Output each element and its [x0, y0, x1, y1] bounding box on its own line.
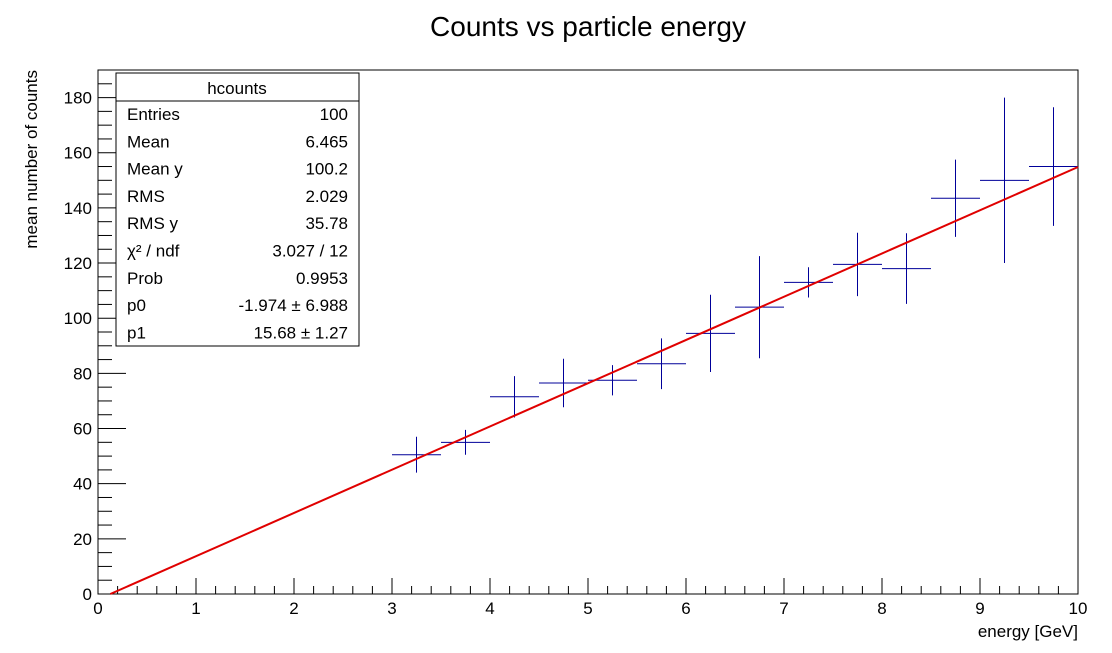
y-tick-label: 80 — [73, 364, 92, 383]
stats-label: RMS y — [127, 214, 179, 233]
y-tick-label: 140 — [64, 199, 92, 218]
x-tick-label: 1 — [191, 599, 200, 618]
y-tick-label: 40 — [73, 475, 92, 494]
data-point — [441, 429, 490, 455]
y-tick-label: 60 — [73, 420, 92, 439]
fit-line — [109, 166, 1079, 595]
stats-label: RMS — [127, 187, 165, 206]
stats-label: p1 — [127, 323, 146, 342]
y-tick-label: 160 — [64, 144, 92, 163]
stats-value: 35.78 — [305, 214, 348, 233]
stats-label: p0 — [127, 296, 146, 315]
stats-box-rows: Entries 100 Mean 6.465 Mean y 100.2 RMS 2.029 RM… — [127, 105, 348, 342]
data-point — [882, 233, 931, 304]
stats-value: 100 — [320, 105, 348, 124]
stats-value: 0.9953 — [296, 269, 348, 288]
stats-value: 6.465 — [305, 132, 348, 151]
x-tick-label: 4 — [485, 599, 494, 618]
stats-label: χ² / ndf — [127, 242, 180, 261]
y-axis-label: mean number of counts — [22, 70, 41, 249]
x-tick-label: 7 — [779, 599, 788, 618]
data-point — [980, 97, 1029, 264]
stats-label: Entries — [127, 105, 180, 124]
y-tick-label: 0 — [83, 585, 92, 604]
y-tick-label: 100 — [64, 309, 92, 328]
y-axis: 0 20 40 60 80 100 120 140 160 180 — [64, 69, 126, 604]
x-tick-label: 3 — [387, 599, 396, 618]
x-tick-label: 10 — [1069, 599, 1088, 618]
y-tick-label: 120 — [64, 254, 92, 273]
x-tick-label: 6 — [681, 599, 690, 618]
x-tick-label: 0 — [93, 599, 102, 618]
stats-label: Prob — [127, 269, 163, 288]
stats-value: -1.974 ± 6.988 — [238, 296, 348, 315]
data-point — [1029, 107, 1078, 226]
stats-label: Mean — [127, 132, 170, 151]
stats-box: hcounts Entries 100 Mean 6.465 Mean y 100.2 RM… — [115, 72, 360, 347]
data-points — [392, 97, 1078, 473]
x-tick-label: 9 — [975, 599, 984, 618]
x-axis-label: energy [GeV] — [978, 622, 1078, 641]
stats-value: 15.68 ± 1.27 — [254, 323, 348, 342]
stats-value: 3.027 / 12 — [272, 242, 348, 261]
stats-value: 2.029 — [305, 187, 348, 206]
x-tick-label: 5 — [583, 599, 592, 618]
x-tick-label: 2 — [289, 599, 298, 618]
chart-title: Counts vs particle energy — [430, 11, 746, 42]
data-point — [490, 376, 539, 418]
y-tick-label: 20 — [73, 530, 92, 549]
data-point — [686, 294, 735, 372]
data-point — [392, 436, 441, 473]
stats-box-title: hcounts — [207, 79, 267, 98]
x-tick-label: 8 — [877, 599, 886, 618]
x-axis: 0 1 2 3 4 5 6 7 8 9 10 — [93, 578, 1087, 618]
data-point — [539, 358, 588, 408]
data-point — [931, 159, 980, 237]
y-tick-label: 180 — [64, 89, 92, 108]
stats-label: Mean y — [127, 160, 183, 179]
stats-value: 100.2 — [305, 160, 348, 179]
stats-box-frame — [115, 72, 360, 347]
data-point — [784, 267, 833, 298]
data-point — [637, 338, 686, 390]
